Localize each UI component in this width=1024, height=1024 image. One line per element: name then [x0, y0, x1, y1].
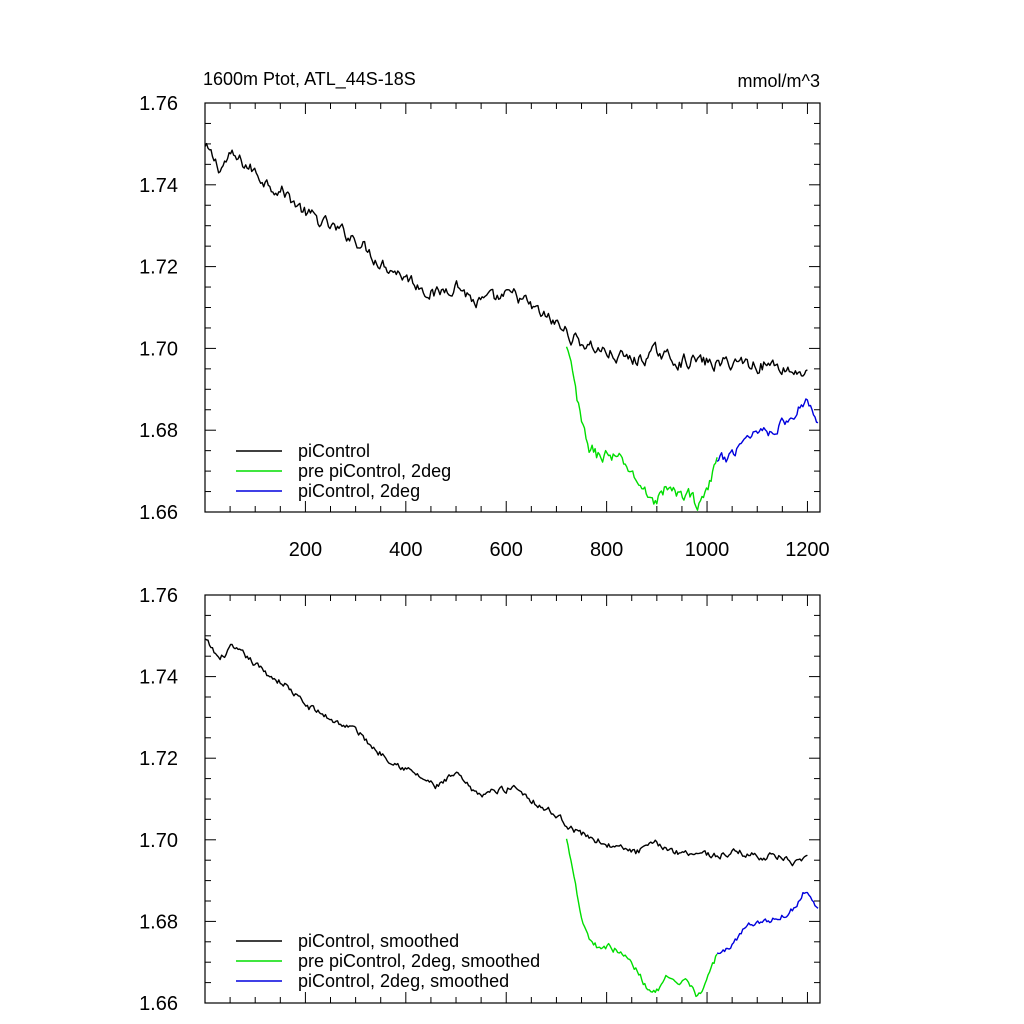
x-tick-label: 400: [389, 539, 422, 561]
axes: 1.66 1.68 1.70 1.72 1.74 1.76 200 400 600 800 1000…: [139, 93, 830, 561]
y-tick-label: 1.76: [139, 93, 178, 115]
x-tick-label: 600: [490, 539, 523, 561]
y-tick-label: 1.70: [139, 338, 178, 360]
legend-label-2: piControl, 2deg: [298, 481, 420, 501]
legend-label-0: piControl: [298, 441, 370, 461]
series-line-2: [716, 891, 819, 955]
series-lines: [205, 638, 819, 998]
series-line-0: [205, 638, 808, 867]
legend-label-1: pre piControl, 2deg, smoothed: [298, 951, 540, 971]
series-line-0: [205, 142, 808, 377]
y-tick-label: 1.66: [139, 993, 178, 1015]
legend-label-1: pre piControl, 2deg: [298, 461, 451, 481]
y-tick-label: 1.72: [139, 257, 178, 279]
y-tick-label: 1.66: [139, 502, 178, 524]
series-line-1: [565, 838, 718, 998]
y-tick-label: 1.74: [139, 667, 178, 689]
legend-label-0: piControl, smoothed: [298, 931, 459, 951]
y-tick-label: 1.68: [139, 911, 178, 933]
series-line-1: [565, 346, 718, 511]
x-tick-label: 200: [289, 539, 322, 561]
series-lines: [205, 142, 819, 511]
chart-title: 1600m Ptot, ATL_44S-18S: [203, 69, 416, 90]
y-tick-label: 1.72: [139, 748, 178, 770]
units-label: mmol/m^3: [738, 71, 820, 91]
series-line-2: [716, 398, 819, 463]
legend-label-2: piControl, 2deg, smoothed: [298, 971, 509, 991]
y-tick-label: 1.70: [139, 830, 178, 852]
x-tick-label: 800: [590, 539, 623, 561]
bottom-panel: 1.66 1.68 1.70 1.72 1.74 1.76 piControl, smoo…: [139, 585, 821, 1015]
y-tick-label: 1.76: [139, 585, 178, 607]
x-tick-label: 1000: [685, 539, 730, 561]
top-panel: 1600m Ptot, ATL_44S-18S mmol/m^3 1.661.6…: [139, 69, 830, 561]
y-tick-label: 1.74: [139, 175, 178, 197]
x-tick-label: 1200: [785, 539, 830, 561]
y-tick-label: 1.68: [139, 420, 178, 442]
axes: 1.66 1.68 1.70 1.72 1.74 1.76: [139, 585, 821, 1015]
